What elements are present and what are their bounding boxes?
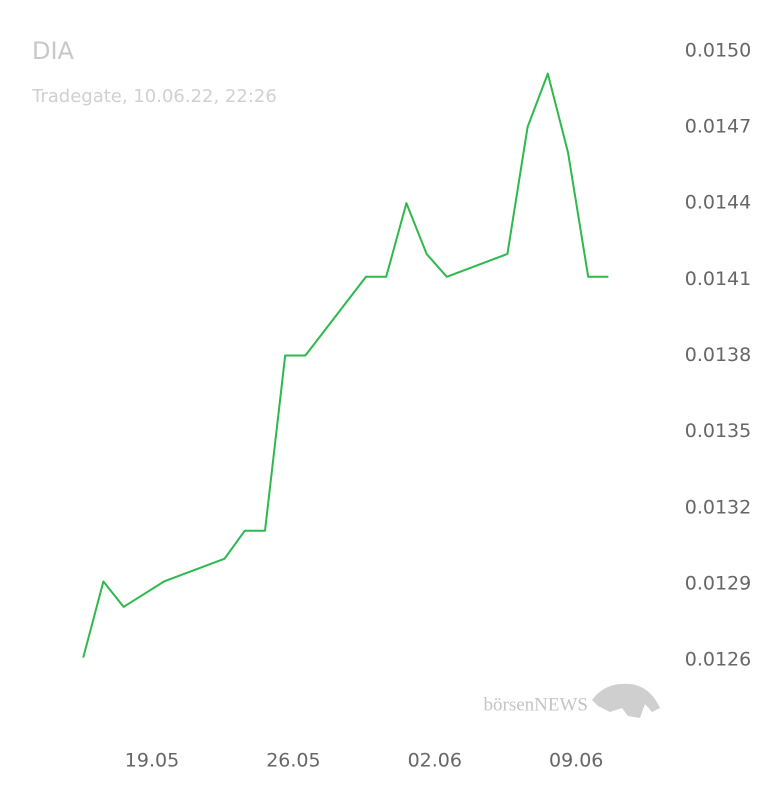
chart-subtitle: Tradegate, 10.06.22, 22:26 [31, 86, 277, 107]
y-tick-label: 0.0138 [685, 344, 751, 366]
price-line [82, 72, 609, 658]
y-tick-label: 0.0147 [685, 115, 751, 137]
chart-title: DIA [32, 37, 75, 65]
y-tick-label: 0.0129 [685, 573, 751, 595]
x-tick-label: 19.05 [125, 750, 179, 772]
y-tick-label: 0.0126 [685, 649, 751, 671]
y-tick-label: 0.0132 [685, 496, 751, 518]
watermark: börsenNEWS [484, 694, 588, 715]
x-tick-label: 02.06 [408, 750, 462, 772]
watermark-logo [592, 683, 660, 718]
x-tick-label: 09.06 [549, 750, 603, 772]
y-tick-label: 0.0150 [685, 39, 751, 61]
y-tick-label: 0.0144 [685, 192, 751, 214]
x-tick-label: 26.05 [266, 750, 320, 772]
y-tick-label: 0.0141 [685, 268, 751, 290]
y-tick-label: 0.0135 [685, 420, 751, 442]
bull-icon [592, 683, 660, 718]
